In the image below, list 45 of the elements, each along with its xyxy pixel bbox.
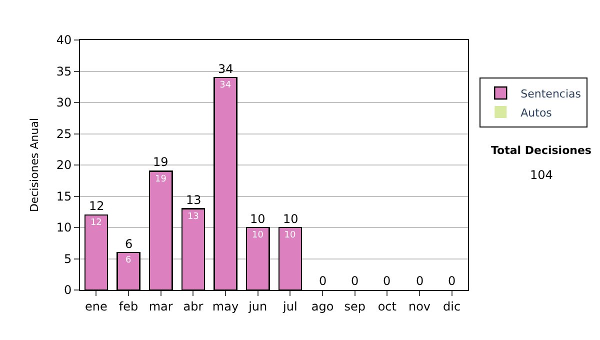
y-tick-label: 25 <box>56 126 72 141</box>
total-label: 0 <box>448 274 456 288</box>
y-tick-label: 10 <box>56 220 72 235</box>
total-label: 10 <box>283 212 298 226</box>
data-label: 13 <box>187 212 199 222</box>
total-label: 6 <box>125 237 133 251</box>
y-tick-label: 0 <box>64 283 72 298</box>
text: Total Decisiones <box>491 144 592 157</box>
data-label: 12 <box>90 218 102 228</box>
text: 104 <box>530 168 553 182</box>
total-label: 34 <box>218 62 234 76</box>
total-label: 0 <box>416 274 424 288</box>
total-label: 13 <box>186 193 202 207</box>
data-label: 6 <box>126 256 132 266</box>
total-label: 0 <box>351 274 359 288</box>
total-label: 12 <box>89 199 104 213</box>
x-tick-label: nov <box>408 299 431 314</box>
x-tick-label: oct <box>378 299 397 314</box>
x-tick-label: dic <box>443 299 461 314</box>
legend-label: Autos <box>520 106 552 120</box>
x-tick-label: jul <box>282 299 298 314</box>
y-tick-label: 15 <box>56 189 72 204</box>
total-label: 10 <box>250 212 266 226</box>
y-tick-label: 40 <box>56 33 72 48</box>
y-tick-label: 35 <box>56 64 72 78</box>
y-tick-label: 30 <box>56 96 72 110</box>
total-label: 0 <box>319 274 327 288</box>
x-tick-label: abr <box>183 299 204 314</box>
y-tick-label: 20 <box>56 158 72 172</box>
data-label: 19 <box>154 174 167 184</box>
data-label: 34 <box>220 80 232 90</box>
x-tick-label: mar <box>148 299 173 314</box>
data-label: 10 <box>252 230 264 240</box>
legend-label: Sentencias <box>520 87 582 100</box>
x-tick-label: jun <box>248 299 268 314</box>
y-axis-title: Decisiones Anual <box>28 118 41 212</box>
x-tick-label: ago <box>311 299 334 314</box>
total-label: 19 <box>153 155 168 169</box>
x-tick-label: feb <box>118 299 138 314</box>
x-tick-label: sep <box>344 299 366 314</box>
total-label: 0 <box>383 274 391 288</box>
data-label: 10 <box>284 230 296 240</box>
y-tick-label: 5 <box>64 252 72 266</box>
x-tick-label: may <box>212 299 239 314</box>
x-tick-label: ene <box>84 299 108 314</box>
